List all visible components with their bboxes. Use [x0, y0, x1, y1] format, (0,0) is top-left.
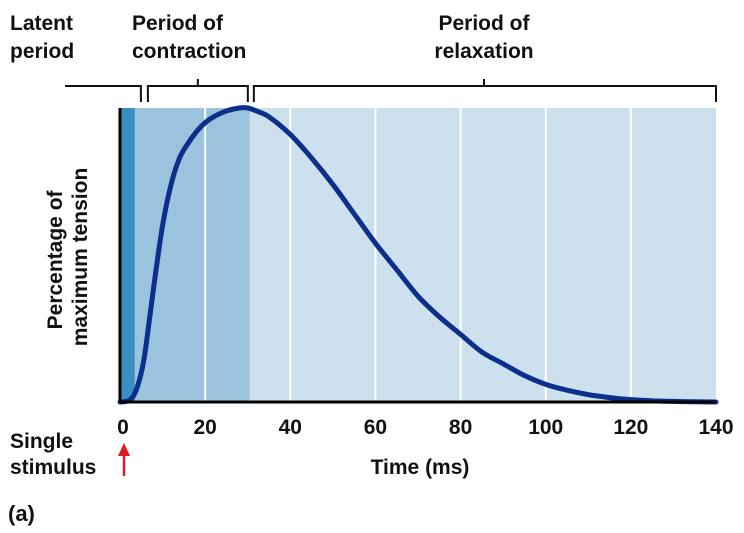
stimulus-label-line-2: stimulus [10, 456, 96, 479]
x-tick-label-20: 20 [193, 416, 216, 439]
phase-label-relaxation: Period of [438, 12, 530, 35]
x-tick-label-60: 60 [364, 416, 387, 439]
bracket-relaxation [252, 79, 717, 102]
x-tick-label-100: 100 [528, 416, 563, 439]
stimulus-arrow-head [118, 443, 130, 456]
x-axis-label: Time (ms) [371, 456, 470, 479]
phase-label-contraction-line-2: contraction [132, 40, 246, 63]
y-axis-label: Percentage of maximum tension [44, 168, 92, 347]
panel-label: (a) [8, 501, 35, 526]
phase-label-contraction: Period of [132, 12, 224, 35]
x-tick-label-120: 120 [613, 416, 648, 439]
phase-label-latent-period: Latent [10, 12, 73, 35]
bracket-latent-period [65, 85, 142, 102]
phase-brackets: Latent period Period of contraction Period o… [10, 12, 717, 102]
gridlines [204, 108, 632, 402]
phase-band-3 [249, 108, 717, 402]
x-tick-label-0: 0 [117, 416, 129, 439]
phase-band-2 [134, 108, 250, 402]
y-axis-label-line-1: Percentage of [44, 189, 67, 329]
stimulus-label-line-1: Single [10, 430, 73, 453]
tension-curve [117, 105, 719, 405]
x-tick-label-140: 140 [698, 416, 733, 439]
phase-label-latent-period-line-2: period [10, 40, 74, 63]
x-tick-label-80: 80 [449, 416, 472, 439]
phase-band-1 [120, 108, 135, 402]
stimulus-arrow-icon [118, 443, 130, 476]
y-axis-label-line-2: maximum tension [69, 168, 92, 347]
axes [118, 108, 716, 404]
x-tick-label-40: 40 [279, 416, 302, 439]
phase-label-relaxation-line-2: relaxation [434, 40, 533, 63]
bracket-contraction [146, 79, 249, 102]
x-tick-labels: 0 20 40 60 80 100 120 140 [117, 416, 733, 439]
tension-curve-layer [117, 105, 719, 405]
phase-bands [120, 108, 717, 402]
